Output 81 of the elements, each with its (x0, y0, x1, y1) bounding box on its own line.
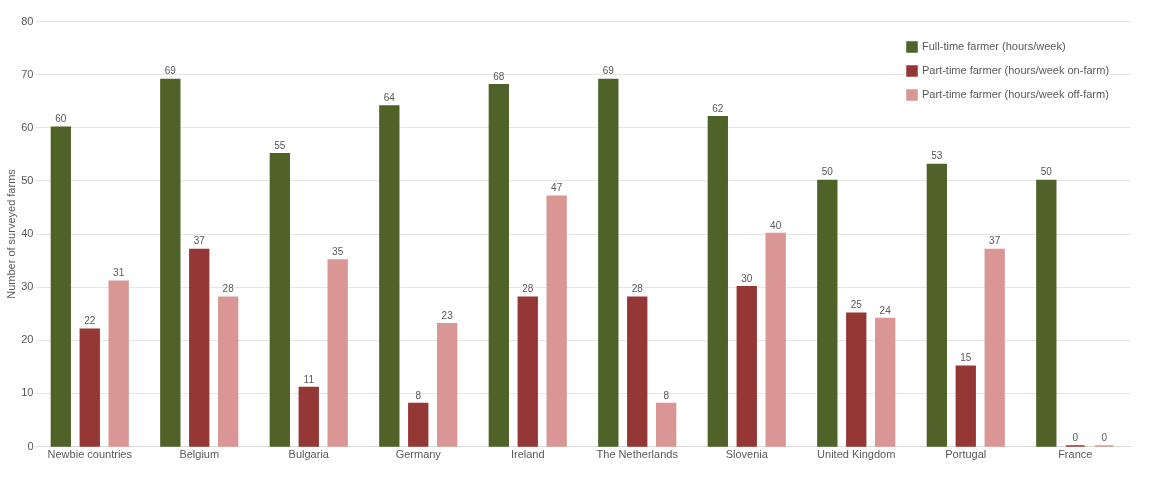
data-label: 15 (960, 352, 972, 364)
data-label: 0 (1072, 432, 1079, 443)
y-tick-label: 10 (21, 386, 34, 399)
y-tick-label: 20 (21, 333, 34, 346)
bar (707, 115, 728, 447)
bar (1036, 179, 1057, 447)
data-label: 25 (850, 299, 863, 311)
bar (488, 84, 509, 447)
bar (846, 312, 867, 447)
bar (875, 317, 896, 447)
data-label: 8 (663, 389, 670, 401)
data-label: 55 (274, 139, 286, 151)
data-label: 68 (493, 70, 505, 82)
data-label: 8 (415, 389, 422, 401)
data-label: 28 (631, 283, 644, 295)
data-label: 24 (879, 304, 892, 316)
y-tick-label: 80 (21, 14, 34, 27)
bar (189, 248, 210, 447)
data-label: 60 (55, 113, 67, 125)
x-tick-label: France (1058, 447, 1093, 460)
x-tick-label: Bulgaria (288, 447, 330, 460)
data-label: 37 (193, 235, 206, 247)
bar (160, 78, 181, 447)
bar (517, 296, 538, 447)
data-label: 64 (383, 92, 396, 103)
bar (817, 179, 838, 447)
bar (598, 78, 619, 447)
data-label: 28 (222, 283, 235, 295)
x-tick-label: Germany (395, 447, 442, 460)
y-tick-label: 50 (21, 173, 34, 186)
data-label: 69 (164, 65, 177, 77)
data-label: 47 (551, 182, 563, 194)
data-label: 30 (741, 272, 753, 284)
bar (955, 365, 976, 447)
data-label: 40 (770, 219, 782, 231)
bar (108, 280, 129, 447)
bar (984, 248, 1005, 447)
data-label: 22 (84, 315, 96, 327)
legend-label: Part-time farmer (hours/week on-farm) (922, 64, 1110, 76)
data-label: 53 (931, 150, 943, 162)
bar (926, 163, 947, 447)
x-tick-label: United Kingdom (817, 447, 896, 460)
x-tick-label: The Netherlands (596, 447, 679, 460)
y-tick-label: 30 (21, 280, 34, 293)
legend-label: Full-time farmer (hours/week) (922, 40, 1066, 52)
bar (656, 402, 677, 447)
y-axis-title: Number of surveyed farms (5, 168, 18, 299)
bar (408, 402, 429, 447)
bar (269, 153, 290, 447)
bar (327, 259, 348, 447)
data-label: 35 (332, 246, 344, 258)
y-tick-label: 70 (21, 67, 34, 80)
data-label: 31 (113, 267, 125, 279)
y-tick-label: 0 (27, 439, 34, 452)
data-label: 50 (1040, 166, 1053, 178)
data-label: 23 (441, 309, 454, 321)
bar (50, 126, 71, 447)
data-label: 50 (821, 166, 834, 178)
legend-label: Part-time farmer (hours/week off-farm) (922, 88, 1109, 100)
y-tick-label: 60 (21, 120, 34, 133)
x-tick-label: Slovenia (725, 447, 769, 460)
bar (437, 323, 458, 447)
data-label: 11 (303, 373, 315, 385)
bar (298, 386, 319, 447)
bar (79, 328, 100, 447)
data-label: 37 (989, 235, 1001, 247)
data-label: 62 (712, 102, 724, 114)
bar (736, 285, 757, 447)
data-label: 69 (602, 65, 615, 77)
bar (379, 105, 400, 447)
x-tick-label: Belgium (179, 447, 220, 460)
y-tick-label: 40 (21, 227, 34, 239)
data-label: 28 (522, 283, 534, 295)
x-tick-label: Portugal (945, 447, 987, 460)
data-label: 0 (1101, 432, 1108, 443)
bar (765, 232, 786, 447)
x-tick-label: Newbie countries (47, 447, 133, 460)
x-tick-label: Ireland (510, 447, 545, 460)
bar (627, 296, 648, 447)
bar (218, 296, 239, 447)
bar (546, 195, 567, 447)
